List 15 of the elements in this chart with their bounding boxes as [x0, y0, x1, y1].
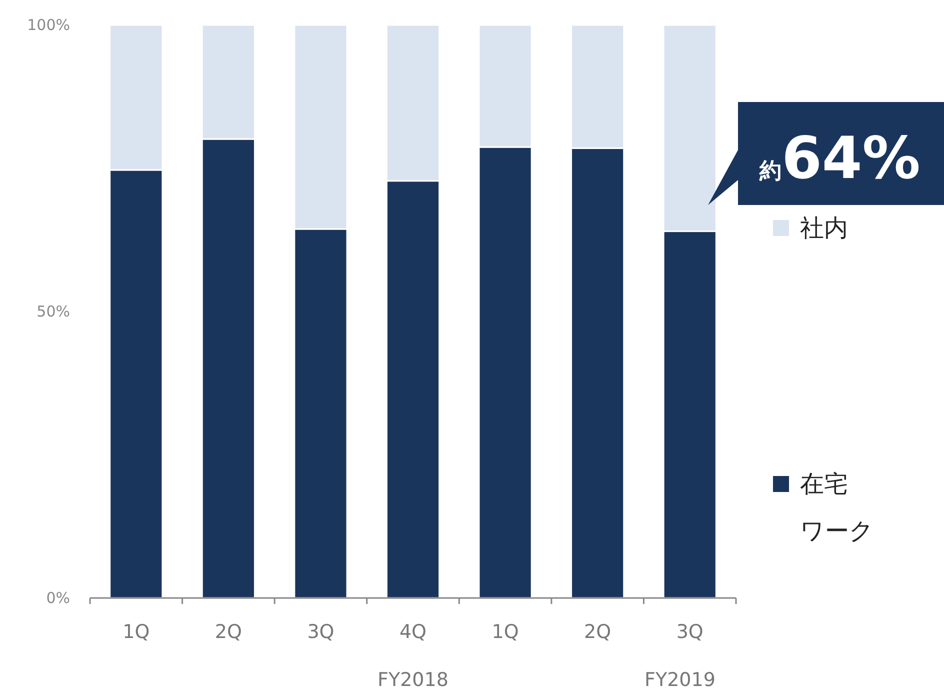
legend-label: 社内	[800, 214, 848, 242]
x-tick-label: 2Q	[214, 621, 242, 643]
x-tick-label: 1Q	[492, 621, 519, 643]
x-tick-label: 1Q	[122, 621, 150, 643]
text: FY2018	[378, 669, 448, 691]
y-tick-label: 50%	[36, 302, 70, 320]
callout: 約64%	[708, 102, 944, 205]
x-tick-label: 3Q	[307, 621, 334, 643]
y-tick-label: 0%	[46, 589, 70, 607]
x-tick-label: 3Q	[676, 621, 704, 643]
x-tick-label: 2Q	[584, 621, 612, 643]
x-tick-label: 4Q	[399, 621, 427, 643]
text: FY2019	[644, 669, 716, 691]
legend-label: 在宅ワーク	[800, 470, 874, 545]
y-tick-label: 100%	[27, 16, 70, 34]
